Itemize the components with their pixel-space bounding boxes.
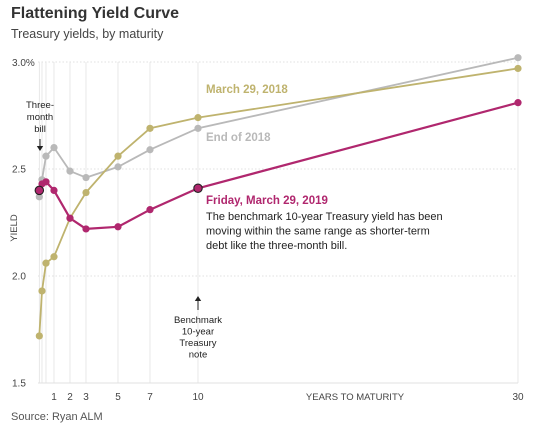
data-point <box>35 332 43 340</box>
data-point <box>114 163 122 171</box>
data-point <box>66 214 74 222</box>
description-text: moving within the same range as shorter-… <box>206 226 430 238</box>
three-month-bill-note: month <box>27 112 53 123</box>
x-tick-label: 3 <box>83 392 89 403</box>
x-tick-label: 10 <box>192 392 204 403</box>
series-label-march-2018: March 29, 2018 <box>206 84 288 96</box>
data-point <box>42 259 50 267</box>
data-point <box>42 152 50 160</box>
benchmark-note: note <box>189 350 208 361</box>
x-tick-label: 5 <box>115 392 121 403</box>
data-point <box>514 64 522 73</box>
highlighted-point <box>34 185 45 196</box>
source-note: Source: Ryan ALM <box>11 411 103 423</box>
data-point <box>35 193 43 201</box>
series-label-march-2019: Friday, March 29, 2019 <box>206 195 328 207</box>
x-tick-label: 2 <box>67 392 73 403</box>
three-month-arrowhead <box>36 146 44 151</box>
series-line <box>38 56 519 197</box>
y-tick-labels: 3.0% 2.5 2.0 1.5 <box>12 58 35 390</box>
y-tick-label: 2.5 <box>12 165 26 176</box>
data-point <box>50 186 58 194</box>
data-point <box>50 253 58 261</box>
data-point <box>38 287 46 295</box>
series-label-end-2018: End of 2018 <box>206 132 271 144</box>
x-tick-label: 1 <box>51 392 57 403</box>
data-point <box>42 178 50 186</box>
data-point <box>514 99 522 107</box>
series-line <box>38 67 519 336</box>
x-tick-label: 7 <box>147 392 153 403</box>
three-month-bill-note: bill <box>34 124 46 135</box>
description-text: The benchmark 10-year Treasury yield has… <box>206 211 443 223</box>
x-tick-labels: 1 2 3 5 7 10 30 <box>51 392 524 403</box>
y-axis-label: YIELD <box>9 214 20 242</box>
x-axis-label: YEARS TO MATURITY <box>306 392 405 403</box>
y-tick-label: 2.0 <box>12 272 26 283</box>
description-text: debt like the three-month bill. <box>206 240 347 252</box>
benchmark-note: Treasury <box>179 338 216 349</box>
chart-subtitle: Treasury yields, by maturity <box>11 27 164 41</box>
data-point <box>114 223 122 231</box>
chart-title: Flattening Yield Curve <box>11 5 180 22</box>
y-tick-label: 3.0% <box>12 58 35 69</box>
data-point <box>50 144 58 152</box>
benchmark-note: Benchmark <box>174 315 222 326</box>
data-point <box>146 146 154 154</box>
series-line <box>38 101 519 230</box>
highlighted-point <box>193 183 203 194</box>
data-point <box>146 124 154 132</box>
data-point <box>82 173 90 182</box>
y-tick-label: 1.5 <box>12 379 26 390</box>
benchmark-note: 10-year <box>182 327 214 338</box>
data-point <box>146 206 154 214</box>
x-tick-label: 30 <box>512 392 524 403</box>
data-point <box>66 167 74 175</box>
data-point <box>194 124 202 132</box>
data-point <box>82 188 90 197</box>
data-point <box>194 114 202 122</box>
benchmark-arrowhead <box>194 296 202 301</box>
three-month-bill-note: Three- <box>26 100 54 111</box>
series-points <box>34 54 522 340</box>
data-point <box>82 225 90 233</box>
data-point <box>114 152 122 160</box>
data-point <box>514 54 522 62</box>
